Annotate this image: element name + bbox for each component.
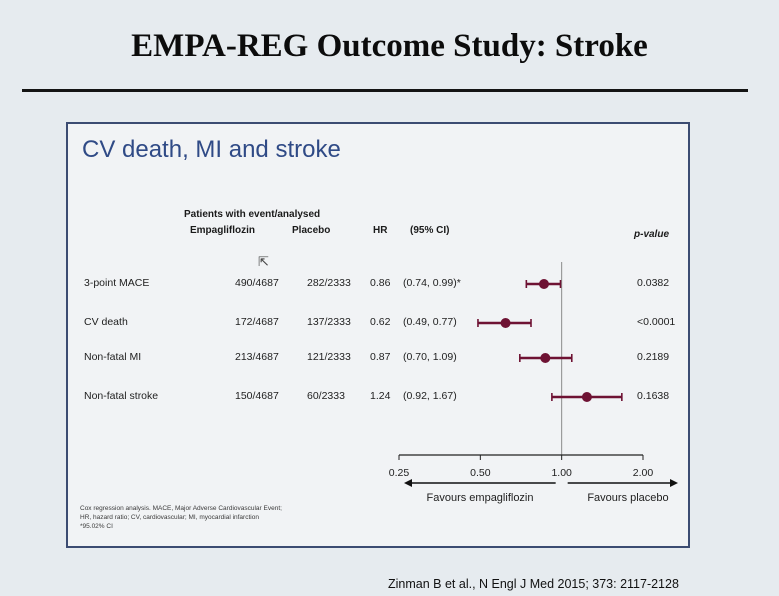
favours-right-arrow-icon (670, 479, 678, 487)
x-tick-label: 0.50 (470, 467, 491, 479)
hr-point (581, 392, 592, 402)
row-pvalue: 0.0382 (637, 277, 670, 289)
row-hr: 0.87 (370, 351, 391, 363)
footnote-line-1: Cox regression analysis. MACE, Major Adv… (80, 505, 282, 512)
favours-right-label: Favours placebo (587, 492, 668, 504)
x-tick-label: 2.00 (633, 467, 654, 479)
favours-left-label: Favours empagliflozin (427, 492, 534, 504)
row-hr: 0.86 (370, 277, 391, 289)
header-hr: HR (373, 225, 388, 236)
row-empagliflozin: 172/4687 (235, 316, 279, 328)
row-empagliflozin: 150/4687 (235, 390, 279, 402)
header-ci: (95% CI) (410, 225, 450, 236)
row-empagliflozin: 490/4687 (235, 277, 279, 289)
footnote-line-2: HR, hazard ratio; CV, cardiovascular; MI… (80, 514, 259, 521)
row-label: CV death (84, 316, 128, 328)
row-label: 3-point MACE (84, 277, 150, 289)
favours-left-arrow-icon (404, 479, 412, 487)
citation: Zinman B et al., N Engl J Med 2015; 373:… (388, 577, 679, 591)
row-label: Non-fatal stroke (84, 390, 159, 402)
header-pvalue: p-value (634, 229, 670, 240)
slide-title: EMPA-REG Outcome Study: Stroke (131, 28, 648, 64)
x-tick-label: 1.00 (551, 467, 572, 479)
row-pvalue: 0.2189 (637, 351, 670, 363)
hr-point (538, 279, 549, 289)
footnote: Cox regression analysis. MACE, Major Adv… (80, 504, 400, 531)
row-placebo: 121/2333 (307, 351, 351, 363)
mouse-pointer-icon: ⇱ (258, 254, 269, 269)
header-placebo: Placebo (292, 225, 331, 236)
header-empagliflozin: Empagliflozin (190, 225, 255, 236)
forest-plot-panel (66, 122, 690, 548)
row-ci: (0.70, 1.09) (403, 351, 457, 363)
row-ci: (0.92, 1.67) (403, 390, 457, 402)
footnote-line-3: *95.02% CI (80, 523, 113, 530)
row-pvalue: <0.0001 (637, 316, 676, 328)
row-placebo: 137/2333 (307, 316, 351, 328)
row-hr: 1.24 (370, 390, 391, 402)
row-empagliflozin: 213/4687 (235, 351, 279, 363)
row-ci: (0.49, 0.77) (403, 316, 457, 328)
row-pvalue: 0.1638 (637, 390, 670, 402)
row-ci: (0.74, 0.99)* (403, 277, 461, 289)
x-tick-label: 0.25 (389, 467, 410, 479)
hr-point (540, 353, 551, 363)
hr-point (500, 318, 511, 328)
panel-title: CV death, MI and stroke (82, 136, 341, 163)
row-hr: 0.62 (370, 316, 391, 328)
row-placebo: 282/2333 (307, 277, 351, 289)
title-divider (22, 89, 748, 92)
row-label: Non-fatal MI (84, 351, 142, 363)
row-placebo: 60/2333 (307, 390, 345, 402)
header-patients: Patients with event/analysed (184, 209, 321, 220)
